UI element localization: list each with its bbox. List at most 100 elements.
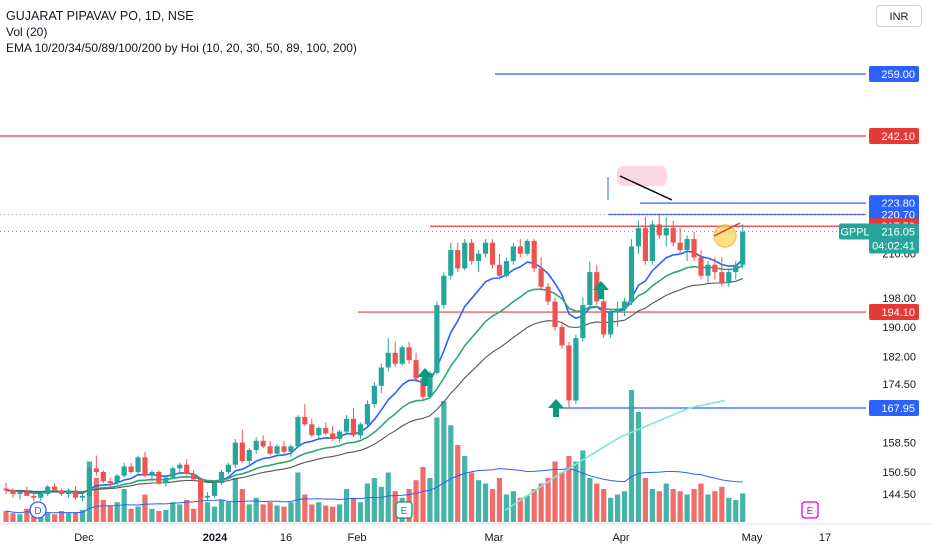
volume-bar — [455, 445, 461, 522]
volume-bar — [608, 497, 614, 522]
candle-body — [295, 416, 301, 447]
volume-bar — [52, 514, 58, 522]
up-arrow-2 — [548, 399, 564, 417]
candle-body — [3, 488, 9, 491]
volume-bar — [267, 502, 273, 522]
x-tick-label: Mar — [485, 532, 504, 544]
x-axis: Dec 2024 16 Feb Mar Apr May 17 — [0, 523, 932, 544]
x-tick-label: Feb — [348, 532, 367, 544]
candle-body — [184, 464, 190, 474]
candle-body — [691, 239, 697, 258]
volume-indicator-label[interactable]: Vol (20) — [6, 25, 48, 39]
candle-body — [677, 242, 683, 251]
up-arrow-1 — [417, 368, 433, 386]
candle-body — [52, 486, 58, 491]
candle-body — [350, 418, 357, 436]
candle-body — [399, 347, 405, 364]
candle-body — [274, 446, 280, 454]
volume-bar — [587, 478, 593, 522]
horizontal-levels — [0, 73, 866, 409]
volume-bar — [211, 506, 218, 522]
volume-bar — [510, 491, 516, 522]
volume-bar — [434, 417, 440, 522]
symbol-tag-box — [839, 223, 871, 240]
volume-bar — [309, 504, 315, 522]
volume-bar — [239, 489, 245, 522]
volume-bar — [295, 472, 301, 522]
annotations — [417, 166, 741, 417]
volume-bar — [149, 508, 155, 522]
volume-bar — [712, 491, 718, 522]
candle-body — [337, 431, 343, 439]
volume-bar — [698, 483, 704, 522]
candle-body — [670, 228, 676, 243]
candle-body — [455, 250, 461, 269]
candle-body — [531, 240, 537, 269]
candle-body — [559, 327, 565, 346]
earnings-event-marker — [395, 501, 413, 519]
volume-bar — [628, 390, 635, 522]
volume-bar — [100, 500, 106, 522]
candle-body — [621, 301, 628, 309]
volume-bar — [656, 491, 662, 522]
price-label-box — [869, 304, 919, 321]
volume-bar — [621, 491, 628, 522]
volume-bar — [288, 502, 294, 522]
volume-bar — [72, 512, 79, 522]
candle-body — [100, 471, 106, 482]
candle-body — [462, 242, 468, 269]
volume-bar — [726, 497, 732, 522]
volume-bar — [260, 504, 266, 522]
candle-body — [705, 264, 711, 276]
y-tick-label: 190.00 — [882, 322, 916, 334]
candle-body — [510, 246, 516, 262]
volume-bar — [121, 489, 127, 522]
currency-selector[interactable]: INR — [876, 5, 922, 27]
volume-bar — [198, 493, 204, 522]
volume-bar — [392, 491, 398, 522]
candle-body — [316, 427, 322, 436]
candle-body — [503, 261, 509, 276]
candle-body — [573, 338, 579, 401]
candle-body — [156, 471, 162, 483]
candle-body — [545, 286, 551, 302]
volume-bar — [503, 494, 509, 522]
volume-bar — [531, 489, 537, 522]
candle-body — [79, 495, 86, 498]
volume-bars — [3, 390, 746, 522]
volume-bar — [573, 461, 579, 522]
volume-bar — [496, 478, 503, 522]
volume-bar — [601, 489, 607, 522]
candle-body — [698, 257, 704, 276]
volume-bar — [10, 513, 16, 522]
candle-body — [580, 305, 586, 339]
candle-body — [726, 272, 732, 284]
x-tick-label: 16 — [280, 532, 292, 544]
volume-bar — [642, 478, 648, 522]
volume-ma-line — [5, 467, 743, 514]
candle-body — [330, 433, 336, 439]
volume-bar — [448, 425, 454, 522]
candle-body — [489, 242, 496, 265]
candle-body — [552, 301, 558, 328]
volume-bar — [691, 489, 697, 522]
candle-body — [413, 360, 419, 379]
candle-body — [225, 464, 231, 472]
price-label-box — [869, 66, 919, 82]
symbol-title[interactable]: GUJARAT PIPAVAV PO, 1D, NSE — [6, 9, 194, 23]
volume-bar — [594, 483, 600, 522]
volume-bar — [635, 412, 642, 522]
volume-bar — [385, 472, 391, 522]
upcoming-earnings-letter: E — [807, 506, 814, 517]
volume-bar — [65, 513, 72, 522]
candle-body — [170, 468, 176, 478]
price-label-text: 242.10 — [881, 131, 915, 143]
volume-bar — [378, 486, 384, 522]
volume-bar — [538, 483, 544, 522]
volume-bar — [24, 508, 30, 522]
candle-body — [656, 224, 662, 236]
ema-indicator-label[interactable]: EMA 10/20/34/50/89/100/200 by Hoi (10, 2… — [6, 41, 357, 55]
candle-body — [684, 239, 690, 251]
candle-body — [482, 242, 489, 254]
